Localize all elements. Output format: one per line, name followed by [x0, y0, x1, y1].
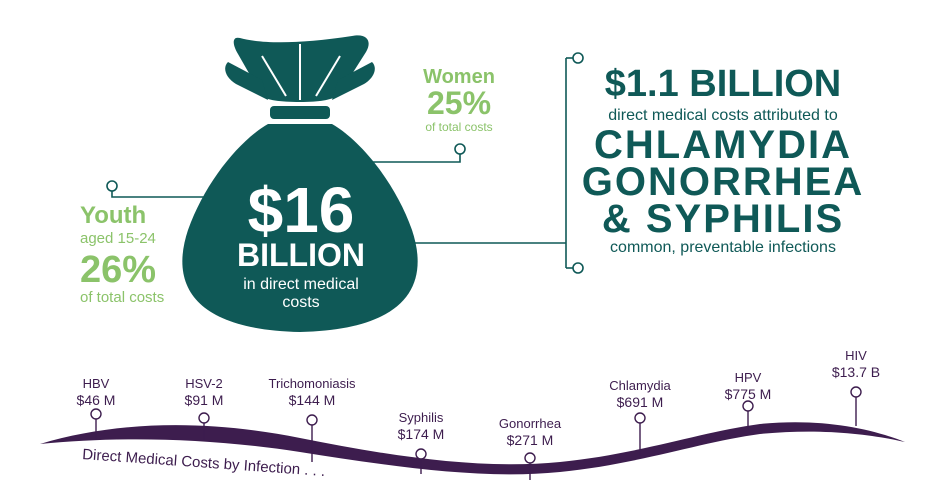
- bag-unit: BILLION: [237, 237, 365, 273]
- right-bracket-bottom-dot: [572, 262, 584, 274]
- timeline-dot: [306, 414, 318, 426]
- timeline-dot: [198, 412, 210, 424]
- timeline-item-name: Syphilis: [399, 410, 444, 425]
- timeline-items: HBV$46 M HSV-2$91 M Trichomoniasis$144 M Sy…: [77, 348, 880, 480]
- timeline-dot: [90, 408, 102, 420]
- right-line1: CHLAMYDIA: [594, 123, 852, 167]
- timeline-item: HSV-2$91 M: [185, 376, 224, 440]
- right-footer: common, preventable infections: [610, 239, 836, 256]
- timeline-item-value: $46 M: [77, 392, 116, 408]
- women-title: Women: [423, 66, 495, 88]
- youth-subtitle: aged 15-24: [80, 230, 156, 247]
- bag-amount: $16: [248, 174, 355, 246]
- timeline-dot: [415, 448, 427, 460]
- women-percent: 25%: [427, 85, 491, 121]
- timeline-item: HBV$46 M: [77, 376, 116, 440]
- timeline-label: Direct Medical Costs by Infection . . .: [82, 446, 326, 480]
- timeline-dot: [634, 412, 646, 424]
- timeline-item: Syphilis$174 M: [398, 410, 445, 474]
- right-bracket-top-dot: [572, 52, 584, 64]
- timeline-item-value: $13.7 B: [832, 364, 880, 380]
- money-bag-icon: [182, 35, 418, 332]
- right-line2: GONORRHEA: [582, 160, 864, 204]
- timeline-item-name: Chlamydia: [609, 378, 671, 393]
- timeline-item-name: HPV: [735, 370, 762, 385]
- bag-caption-line1: in direct medical: [243, 276, 359, 293]
- bag-connectors: [106, 52, 584, 274]
- timeline-item-name: Gonorrhea: [499, 416, 562, 431]
- bag-caption-line2: costs: [282, 294, 319, 311]
- timeline-wave: [40, 422, 905, 475]
- right-line3: & SYPHILIS: [602, 197, 844, 241]
- youth-percent: 26%: [80, 249, 156, 291]
- timeline-item: HPV$775 M: [725, 370, 772, 430]
- timeline-item-value: $775 M: [725, 386, 772, 402]
- women-stat: Women 25% of total costs: [423, 66, 495, 134]
- timeline-item-value: $91 M: [185, 392, 224, 408]
- timeline-item-name: HIV: [845, 348, 867, 363]
- timeline-item-value: $174 M: [398, 426, 445, 442]
- women-connector-dot: [454, 143, 466, 155]
- timeline-item-value: $144 M: [289, 392, 336, 408]
- women-caption: of total costs: [425, 120, 492, 134]
- timeline-dot: [742, 400, 754, 412]
- timeline-dot: [524, 452, 536, 464]
- timeline-item-value: $691 M: [617, 394, 664, 410]
- right-panel: $1.1 BILLION direct medical costs attrib…: [582, 63, 864, 256]
- youth-title: Youth: [80, 202, 146, 229]
- timeline-item: HIV$13.7 B: [832, 348, 880, 426]
- youth-connector-dot: [106, 180, 118, 192]
- timeline-item: Chlamydia$691 M: [609, 378, 671, 456]
- right-subtitle: direct medical costs attributed to: [608, 107, 838, 124]
- women-connector: [368, 152, 461, 163]
- timeline-item: Trichomoniasis$144 M: [269, 376, 356, 462]
- timeline-dot: [850, 386, 862, 398]
- youth-stat: Youth aged 15-24 26% of total costs: [80, 202, 164, 306]
- timeline-item-value: $271 M: [507, 432, 554, 448]
- timeline-item: Gonorrhea$271 M: [499, 416, 562, 480]
- timeline-item-name: Trichomoniasis: [269, 376, 356, 391]
- timeline-item-name: HSV-2: [185, 376, 223, 391]
- youth-caption: of total costs: [80, 289, 164, 306]
- youth-connector: [111, 190, 222, 198]
- timeline-item-name: HBV: [83, 376, 110, 391]
- right-amount: $1.1 BILLION: [605, 63, 842, 105]
